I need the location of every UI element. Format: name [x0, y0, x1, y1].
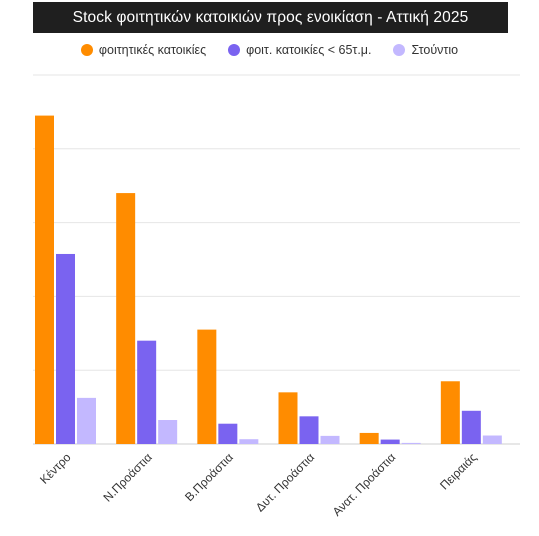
bar[interactable]: [116, 193, 136, 444]
bar[interactable]: [239, 439, 259, 444]
bar[interactable]: [461, 410, 481, 444]
bar[interactable]: [299, 416, 319, 444]
x-tick-label: Ν.Προάστια: [100, 450, 154, 504]
bar[interactable]: [278, 392, 298, 444]
bar[interactable]: [482, 435, 502, 444]
bar[interactable]: [218, 423, 238, 444]
bar[interactable]: [158, 420, 178, 444]
bar[interactable]: [77, 397, 96, 444]
legend-label: φοιτητικές κατοικίες: [98, 43, 207, 57]
chart-title: Stock φοιτητικών κατοικιών προς ενοικίασ…: [33, 2, 508, 33]
bar[interactable]: [197, 329, 217, 444]
bar[interactable]: [440, 381, 460, 444]
legend-item[interactable]: φοιτ. κατοικίες < 65τ.μ.: [228, 43, 371, 57]
bar[interactable]: [56, 253, 75, 444]
bar[interactable]: [359, 432, 379, 444]
x-tick-label: Δυτ. Προάστια: [253, 450, 317, 514]
legend-item[interactable]: Στούντιο: [393, 43, 458, 57]
legend: φοιτητικές κατοικίες φοιτ. κατοικίες < 6…: [0, 39, 539, 61]
legend-label: φοιτ. κατοικίες < 65τ.μ.: [246, 43, 372, 57]
legend-swatch-dot: [80, 44, 93, 56]
x-tick-label: Πειραιάς: [437, 450, 479, 492]
legend-swatch-dot: [228, 44, 241, 56]
x-tick-label: Β.Προάστια: [182, 450, 236, 504]
x-tick-label: Κέντρο: [37, 450, 74, 487]
x-tick-label: Ανατ. Προάστια: [330, 450, 399, 519]
bar[interactable]: [401, 442, 421, 444]
bar[interactable]: [380, 439, 400, 444]
bar[interactable]: [137, 340, 157, 444]
legend-swatch-dot: [393, 44, 406, 56]
legend-label: Στούντιο: [411, 43, 459, 57]
legend-item[interactable]: φοιτητικές κατοικίες: [80, 43, 207, 57]
bar[interactable]: [35, 115, 54, 444]
bar[interactable]: [320, 435, 340, 444]
